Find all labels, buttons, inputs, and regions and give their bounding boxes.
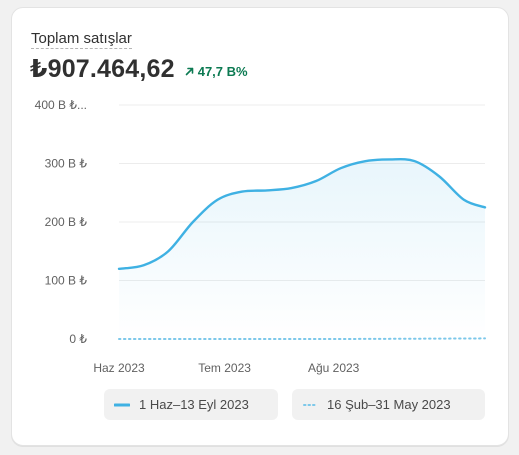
total-row: ₺907.464,62 47,7 B% xyxy=(30,54,248,84)
dotted-line-swatch xyxy=(302,401,318,409)
x-tick-label: Ağu 2023 xyxy=(308,361,360,375)
x-tick-label: Tem 2023 xyxy=(198,361,251,375)
series-line-current xyxy=(117,158,487,270)
y-tick-label: 300 B ₺ xyxy=(45,157,88,171)
change-percent: 47,7 B% xyxy=(197,63,248,79)
arrow-up-right-icon xyxy=(185,67,194,75)
y-tick-label: 200 B ₺ xyxy=(45,215,88,229)
solid-line-swatch xyxy=(114,401,130,409)
change-badge: 47,7 B% xyxy=(185,64,248,79)
y-tick-label: 0 ₺ xyxy=(69,332,87,346)
total-sales-value: ₺907.464,62 xyxy=(30,55,175,83)
legend-label-current: 1 Haz–13 Eyl 2023 xyxy=(139,397,249,412)
y-tick-label: 400 B ₺... xyxy=(35,98,87,112)
card-title[interactable]: Toplam satışlar xyxy=(31,30,132,49)
series-line-comparison xyxy=(118,337,486,341)
y-tick-label: 100 B ₺ xyxy=(45,274,88,288)
legend-item-current[interactable]: 1 Haz–13 Eyl 2023 xyxy=(104,389,278,420)
x-tick-label: Haz 2023 xyxy=(93,361,145,375)
legend-label-comparison: 16 Şub–31 May 2023 xyxy=(327,397,451,412)
series-area-current xyxy=(119,159,485,339)
legend-item-comparison[interactable]: 16 Şub–31 May 2023 xyxy=(292,389,485,420)
